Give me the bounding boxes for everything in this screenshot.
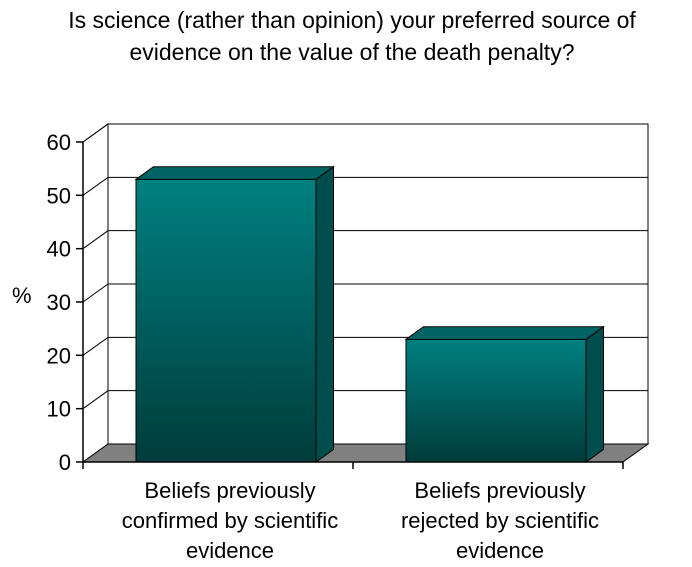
bar xyxy=(134,165,336,463)
bars xyxy=(134,165,606,463)
x-tick-label: Beliefs previously rejected by scientific… xyxy=(401,478,599,563)
y-tick-label: 10 xyxy=(47,397,71,422)
bar-top xyxy=(404,326,606,340)
y-axis: 0 10 20 30 40 50 60 xyxy=(47,130,84,475)
y-axis-label: % xyxy=(12,283,32,308)
x-axis: Beliefs previously confirmed by scientifi… xyxy=(82,461,624,563)
gridlines xyxy=(82,123,648,410)
bar-side xyxy=(315,165,334,463)
chart-title: Is science (rather than opinion) your pr… xyxy=(68,7,636,65)
y-tick-label: 40 xyxy=(47,237,71,262)
bar-front xyxy=(405,338,587,463)
y-tick-label: 0 xyxy=(59,450,71,475)
gridline xyxy=(82,283,648,303)
chart-title-line-2: evidence on the value of the death penal… xyxy=(129,39,574,65)
gridline xyxy=(82,123,648,143)
y-tick-label: 60 xyxy=(47,130,71,155)
chart-title-line-1: Is science (rather than opinion) your pr… xyxy=(68,7,636,33)
gridline xyxy=(82,230,648,250)
x-tick-label: Beliefs previously confirmed by scientifi… xyxy=(122,478,338,563)
bar-side xyxy=(585,325,604,463)
bar xyxy=(404,325,606,463)
y-tick-label: 30 xyxy=(47,290,71,315)
bar-top xyxy=(134,166,336,180)
gridline xyxy=(82,176,648,196)
y-tick-label: 20 xyxy=(47,343,71,368)
bar-front xyxy=(135,178,317,463)
y-tick-label: 50 xyxy=(47,183,71,208)
